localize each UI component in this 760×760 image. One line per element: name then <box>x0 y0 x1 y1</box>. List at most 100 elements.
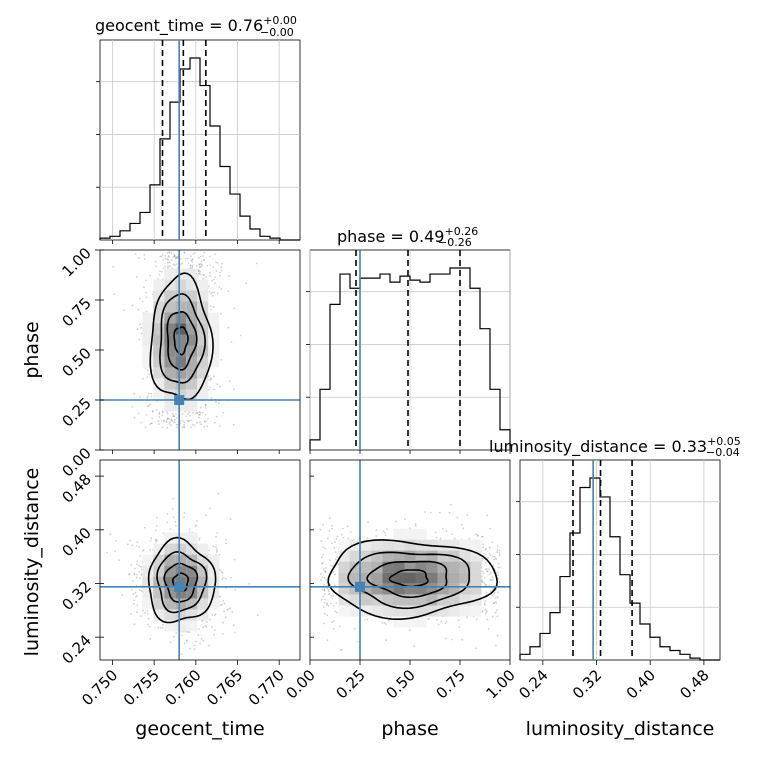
scatter-point <box>197 257 200 259</box>
scatter-point <box>187 413 189 415</box>
scatter-point <box>139 297 141 300</box>
scatter-point <box>216 262 219 264</box>
scatter-point <box>324 570 327 573</box>
scatter-point <box>161 254 164 256</box>
scatter-point <box>209 272 211 274</box>
density-cell <box>197 290 209 302</box>
scatter-point <box>158 416 161 418</box>
scatter-point <box>211 279 213 282</box>
scatter-point <box>163 420 165 423</box>
density-cell <box>186 279 198 291</box>
scatter-point <box>183 516 185 519</box>
density-cell <box>393 561 405 573</box>
scatter-point <box>198 413 201 416</box>
density-cell <box>164 389 176 401</box>
scatter-point <box>183 642 186 645</box>
scatter-point <box>485 611 488 613</box>
density-cell <box>338 561 350 573</box>
scatter-point <box>437 623 440 626</box>
scatter-point <box>229 607 231 609</box>
scatter-point <box>384 623 387 625</box>
density-cell <box>175 367 187 379</box>
density-cell <box>197 345 209 357</box>
scatter-point <box>196 520 198 522</box>
density-cell <box>175 301 187 313</box>
scatter-point <box>145 310 148 313</box>
scatter-point <box>481 535 483 538</box>
scatter-point <box>386 528 389 531</box>
scatter-point <box>332 605 335 607</box>
scatter-point <box>156 409 158 411</box>
scatter-point <box>491 576 494 579</box>
scatter-point <box>114 550 117 553</box>
hist-panel-luminosity_distance <box>516 459 721 661</box>
density-cell <box>382 583 394 595</box>
scatter-point <box>212 306 215 309</box>
scatter-point <box>481 609 484 612</box>
scatter-point <box>209 292 212 295</box>
scatter-point <box>162 267 165 269</box>
density-cell <box>437 583 449 595</box>
scatter-point <box>204 421 206 423</box>
scatter-point <box>228 275 231 277</box>
scatter-point <box>498 552 501 555</box>
scatter-point <box>170 424 172 427</box>
density-cell <box>371 561 383 573</box>
scatter-point <box>132 602 135 605</box>
scatter-point <box>205 514 207 517</box>
scatter-point <box>331 525 333 527</box>
density-cell <box>175 356 187 368</box>
scatter-point <box>414 525 417 527</box>
scatter-point <box>320 598 323 601</box>
scatter-point <box>216 551 218 553</box>
scatter-point <box>168 261 171 264</box>
scatter-point <box>164 257 167 260</box>
scatter-point <box>486 570 489 572</box>
density-cell <box>208 323 220 335</box>
scatter-point <box>207 418 209 420</box>
scatter-point <box>168 418 171 420</box>
scatter-point <box>150 422 153 425</box>
density-cell <box>197 389 209 401</box>
scatter-point <box>209 377 212 380</box>
density-cell <box>186 378 198 390</box>
scatter-point <box>215 546 217 548</box>
scatter-point <box>490 578 493 581</box>
density-cell <box>360 539 372 551</box>
scatter-point <box>384 532 386 534</box>
density-cell <box>186 400 198 412</box>
scatter-point <box>492 602 495 605</box>
scatter-point <box>200 638 203 640</box>
density-cell <box>393 550 405 562</box>
density-cell <box>164 554 176 566</box>
scatter-point <box>493 555 496 558</box>
scatter-point <box>215 535 218 538</box>
density-cell <box>404 583 416 595</box>
density-cell <box>197 334 209 346</box>
scatter-point <box>499 566 501 569</box>
scatter-point <box>230 341 233 343</box>
scatter-point <box>172 263 175 266</box>
density-cell <box>426 583 438 595</box>
scatter-point <box>197 634 200 636</box>
contour-level-4 <box>388 569 429 588</box>
scatter-point <box>144 426 147 429</box>
scatter-point <box>165 420 167 423</box>
scatter-point <box>135 576 138 579</box>
density-cell <box>459 550 471 562</box>
density-cell <box>175 312 187 324</box>
scatter-point <box>456 516 459 519</box>
scatter-point <box>491 587 494 589</box>
scatter-point <box>490 554 492 557</box>
scatter-point <box>466 514 469 516</box>
scatter-point <box>139 555 142 557</box>
scatter-point <box>175 263 178 265</box>
scatter-point <box>167 258 170 261</box>
scatter-point <box>173 415 176 417</box>
scatter-point <box>255 262 258 265</box>
scatter-point <box>338 625 341 628</box>
scatter-point <box>172 415 174 418</box>
scatter-point <box>187 420 190 422</box>
scatter-point <box>149 548 152 551</box>
scatter-point <box>494 644 497 647</box>
